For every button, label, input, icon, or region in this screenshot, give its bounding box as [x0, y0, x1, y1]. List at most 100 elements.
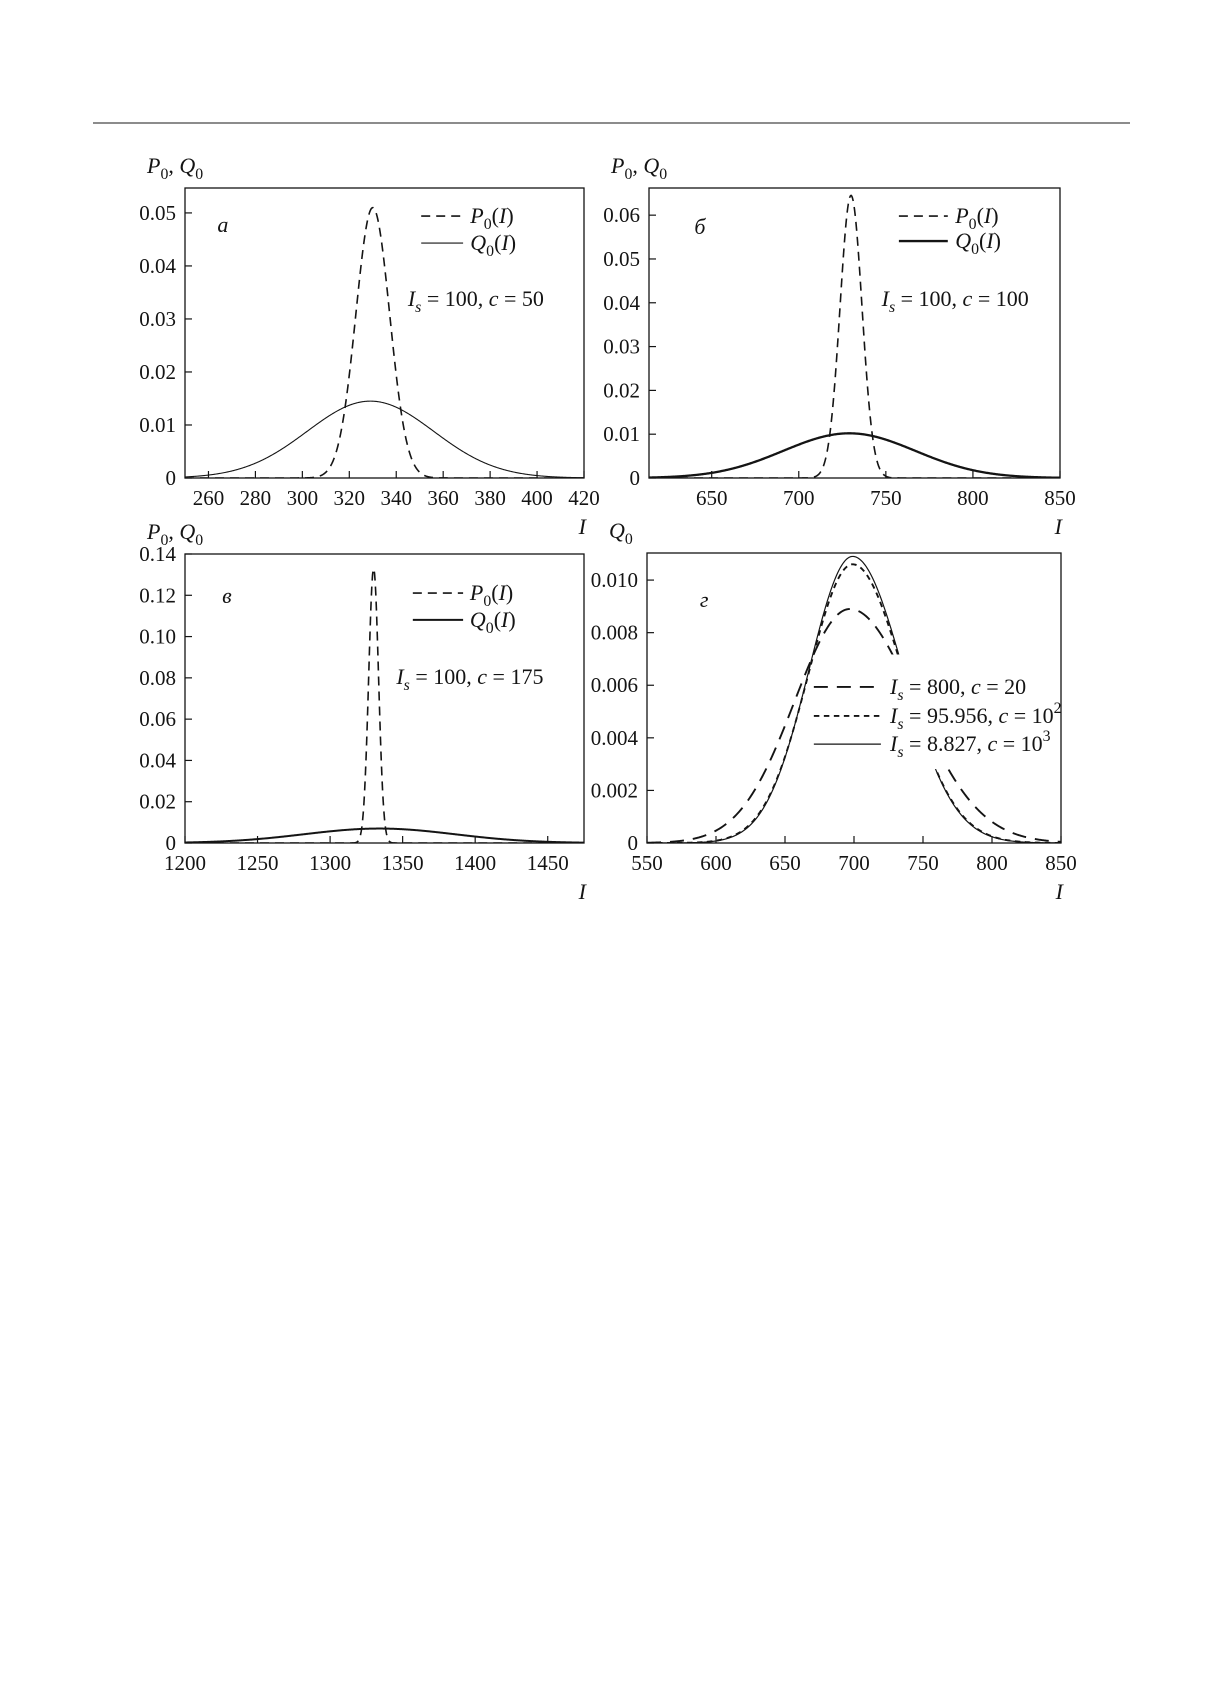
chart-svg-v: 1200 1250 1300 1350 1400 1450 0 0.02 0.04 0.06 0.0… — [139, 519, 588, 904]
y-tick-label: 0.02 — [603, 378, 640, 402]
y-tick-label: 0.01 — [603, 422, 640, 446]
x-tick-label: 320 — [334, 486, 366, 510]
panel-b: 650 700 750 800 850 0 0.01 0.02 0.03 0.04 0.05 0.06… — [557, 136, 1086, 549]
x-tick-label: 650 — [696, 486, 728, 510]
y-tick-label: 0 — [166, 466, 177, 490]
y-tick-label: 0 — [166, 831, 177, 855]
x-tick-label: 700 — [783, 486, 815, 510]
y-tick-label: 0.010 — [591, 568, 638, 592]
y-tick-label: 0.002 — [591, 778, 638, 802]
legend-label-1: P0(I) — [469, 203, 513, 233]
panel-letter: в — [222, 583, 232, 608]
x-tick-label: 850 — [1044, 486, 1076, 510]
panel-v: 1200 1250 1300 1350 1400 1450 0 0.02 0.04 0.06 0.0… — [93, 502, 610, 914]
legend-label-1: P0(I) — [954, 203, 998, 233]
y-tick-label: 0.01 — [139, 413, 176, 437]
x-tick-label: 1250 — [237, 851, 279, 875]
chart-svg-b: 650 700 750 800 850 0 0.01 0.02 0.03 0.04 0.05 0.06… — [603, 153, 1076, 539]
y-tick-label: 0 — [630, 466, 641, 490]
y-tick-label: 0.02 — [139, 360, 176, 384]
plot-border — [184, 187, 585, 479]
y-tick-label: 0.008 — [591, 621, 638, 645]
y-tick-label: 0 — [628, 831, 639, 855]
series-curve-1 — [649, 194, 1060, 478]
plot-border — [184, 553, 585, 844]
header-rule — [93, 122, 1130, 124]
series-curve-2 — [647, 563, 1061, 843]
panel-letter: г — [700, 587, 709, 612]
x-tick-label: 750 — [870, 486, 902, 510]
legend-backdrop — [885, 654, 1057, 770]
series-curve-2 — [185, 400, 584, 478]
x-tick-label: 1350 — [382, 851, 424, 875]
y-tick-label: 0.05 — [139, 201, 176, 225]
x-tick-label: 400 — [521, 486, 553, 510]
y-axis-title: Q0 — [609, 518, 633, 548]
x-tick-label: 420 — [568, 486, 600, 510]
x-tick-label: 1300 — [309, 851, 351, 875]
x-axis-label: I — [1055, 879, 1065, 904]
x-tick-label: 700 — [838, 851, 870, 875]
x-tick-label: 380 — [474, 486, 506, 510]
y-tick-label: 0.006 — [591, 673, 638, 697]
x-axis-label: I — [578, 879, 588, 904]
x-tick-label: 360 — [427, 486, 459, 510]
x-axis-label: I — [578, 514, 588, 539]
legend-label-2: Is = 95.956, c = 102 — [889, 700, 1062, 733]
y-tick-label: 0.12 — [139, 583, 176, 607]
y-axis-title: P0, Q0 — [146, 153, 203, 183]
panel-letter: б — [694, 214, 706, 239]
panel-g: 550 600 650 700 750 800 850 0 0.002 0.004 0.006 0.0… — [555, 501, 1087, 914]
x-tick-label: 750 — [907, 851, 939, 875]
y-tick-label: 0.004 — [591, 726, 639, 750]
y-tick-label: 0.08 — [139, 666, 176, 690]
y-tick-label: 0.06 — [603, 203, 640, 227]
legend-label-1: Is = 800, c = 20 — [889, 674, 1026, 704]
legend-label-2: Q0(I) — [470, 230, 516, 260]
y-tick-label: 0.06 — [139, 707, 176, 731]
y-tick-label: 0.10 — [139, 625, 176, 649]
legend-label-1: P0(I) — [469, 580, 513, 610]
x-axis-label: I — [1054, 514, 1064, 539]
x-tick-label: 850 — [1045, 851, 1077, 875]
y-tick-label: 0.03 — [603, 335, 640, 359]
series-curve-2 — [649, 432, 1060, 478]
legend-label-3: Is = 8.827, c = 103 — [889, 728, 1051, 761]
x-tick-label: 800 — [976, 851, 1008, 875]
y-tick-label: 0.02 — [139, 790, 176, 814]
y-tick-label: 0.04 — [603, 291, 640, 315]
y-tick-label: 0.14 — [139, 542, 176, 566]
chart-svg-a: 260 280 300 320 340 360 380 400 420 0 0.01 0.02 0.03… — [139, 153, 600, 539]
x-tick-label: 600 — [700, 851, 732, 875]
legend-label-2: Q0(I) — [470, 607, 516, 637]
panel-annotation: Is = 100, c = 50 — [407, 286, 544, 316]
x-tick-label: 800 — [957, 486, 989, 510]
series-curve-1 — [185, 567, 584, 843]
x-tick-label: 340 — [380, 486, 412, 510]
x-tick-label: 1400 — [454, 851, 496, 875]
x-tick-label: 1450 — [527, 851, 569, 875]
y-tick-label: 0.04 — [139, 748, 176, 772]
panel-annotation: Is = 100, c = 175 — [395, 664, 543, 694]
legend-label-2: Q0(I) — [955, 228, 1001, 258]
series-curve-1 — [185, 206, 584, 478]
x-tick-label: 650 — [769, 851, 801, 875]
panel-letter: а — [217, 212, 228, 237]
series-curve-2 — [185, 827, 584, 843]
y-tick-label: 0.04 — [139, 254, 176, 278]
y-axis-title: P0, Q0 — [146, 519, 203, 549]
y-axis-title: P0, Q0 — [610, 153, 667, 183]
x-tick-label: 260 — [193, 486, 224, 510]
panel-annotation: Is = 100, c = 100 — [881, 286, 1029, 316]
x-tick-label: 280 — [240, 486, 271, 510]
series-curve-1 — [647, 608, 1061, 843]
chart-svg-g: 550 600 650 700 750 800 850 0 0.002 0.004 0.006 0.0… — [591, 518, 1077, 904]
x-tick-label: 300 — [287, 486, 319, 510]
x-tick-label: 550 — [631, 851, 663, 875]
y-tick-label: 0.03 — [139, 307, 176, 331]
x-tick-label: 1200 — [164, 851, 206, 875]
panel-a: 260 280 300 320 340 360 380 400 420 0 0.01 0.02 0.03… — [93, 136, 610, 549]
plot-border — [648, 187, 1061, 479]
